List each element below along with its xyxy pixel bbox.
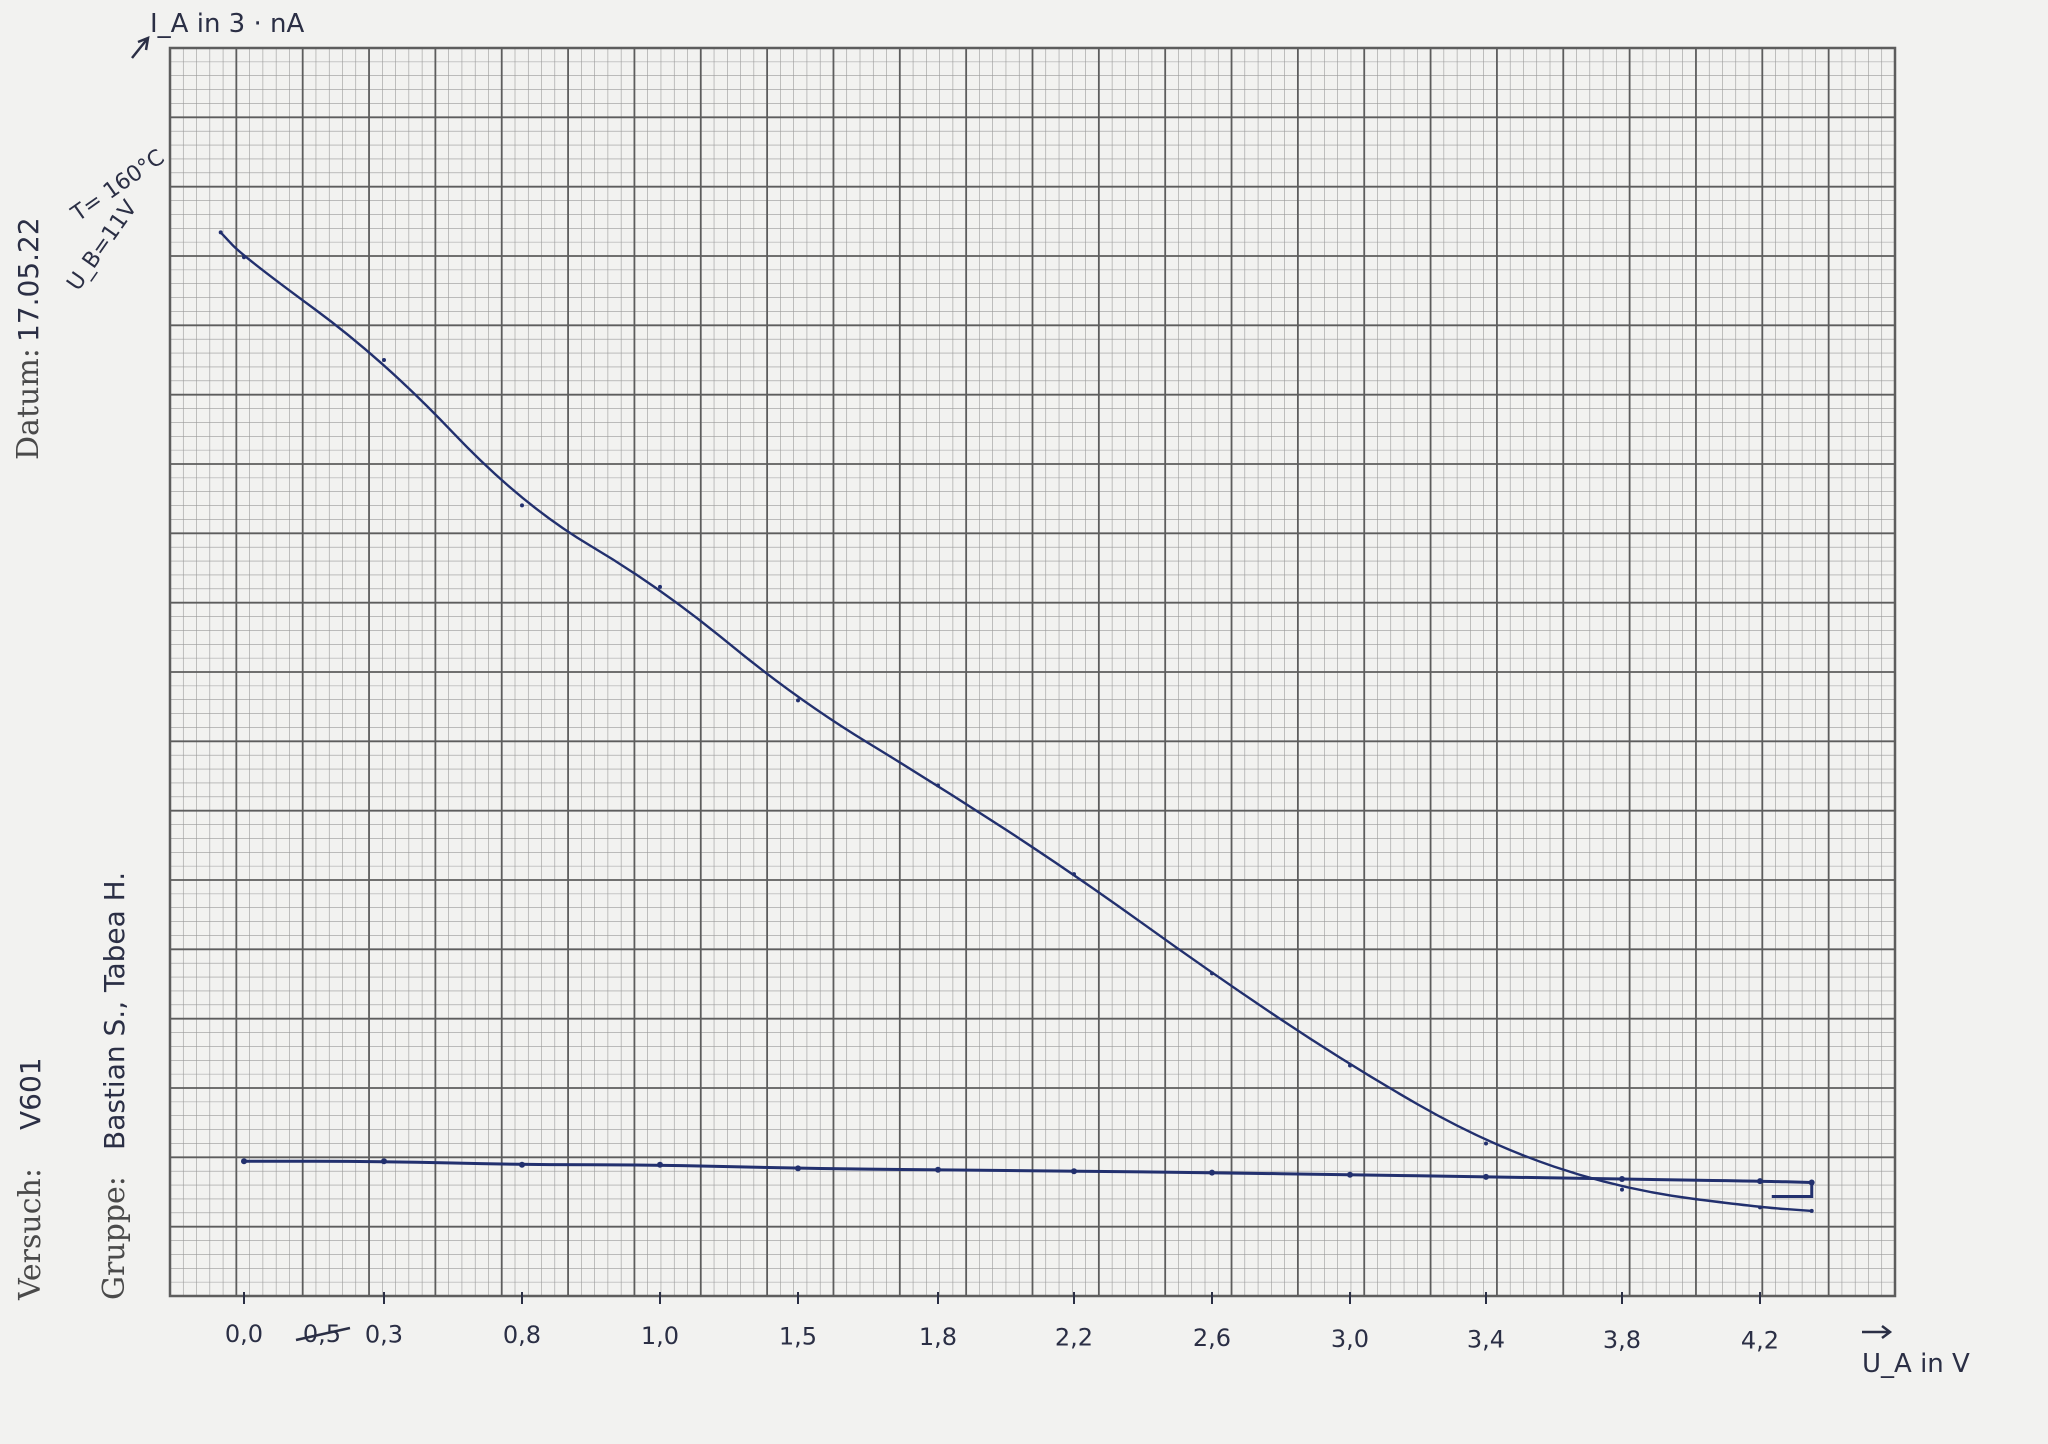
x-tick-label: 1,5 [779, 1322, 817, 1350]
plot-frame [168, 46, 1897, 1298]
data-point [218, 230, 223, 235]
x-tick-label: 0,3 [365, 1321, 403, 1349]
datum-block: Datum: 17.05.22 [11, 217, 46, 460]
data-point [1209, 1169, 1215, 1176]
x-tick-label: 0,8 [503, 1321, 541, 1349]
x-tick-label: 3,8 [1603, 1326, 1641, 1354]
data-point [1758, 1205, 1762, 1210]
data-point [519, 1161, 525, 1168]
x-axis-label: U_A in V [1862, 1349, 1970, 1379]
versuch-label: Versuch: [13, 1168, 48, 1301]
x-axis-arrow [1862, 1325, 1893, 1339]
data-point [1620, 1187, 1624, 1192]
data-point [795, 1165, 801, 1172]
x-tick-label: 1,0 [641, 1322, 679, 1350]
data-point [1072, 872, 1076, 877]
x-tick-label: 4,2 [1741, 1327, 1779, 1355]
data-point [1483, 1173, 1489, 1180]
versuch-value: V601 [14, 1057, 47, 1130]
data-point [381, 1158, 387, 1165]
datum-label: Datum: [11, 348, 46, 460]
data-point [1210, 971, 1214, 976]
data-point [242, 255, 246, 260]
data-point [936, 783, 940, 788]
data-point [1071, 1168, 1077, 1175]
gruppe-block: Gruppe: Bastian S., Tabea H. [97, 872, 132, 1300]
x-tick-label: 0,0 [225, 1320, 263, 1348]
strike-through [295, 1326, 351, 1342]
data-point [1484, 1141, 1488, 1146]
y-axis-arrow [131, 36, 150, 59]
data-point [657, 1161, 663, 1168]
x-tick-label: 1,8 [919, 1323, 957, 1351]
x-tick-labels: 0,0 0,3 0,8 1,0 1,5 1,8 2,2 2,6 3,0 3,4 3,8 4,2 [225, 1292, 1779, 1355]
data-point [658, 584, 662, 589]
x-tick-label: 2,2 [1055, 1324, 1093, 1352]
x-tick-label: 3,4 [1467, 1325, 1505, 1353]
gruppe-label: Gruppe: [97, 1176, 132, 1300]
data-point [520, 503, 524, 508]
data-point [935, 1166, 941, 1173]
series-layer [218, 230, 1815, 1213]
x-tick-label: 2,6 [1193, 1324, 1231, 1352]
struck-tick-label: 0,5 [295, 1320, 351, 1348]
gruppe-value: Bastian S., Tabea H. [98, 872, 131, 1150]
data-point [1757, 1178, 1763, 1185]
data-point [241, 1158, 247, 1165]
data-point [1347, 1171, 1353, 1178]
data-point [796, 698, 800, 703]
series-end-bracket [1771, 1180, 1814, 1199]
data-point [1348, 1063, 1352, 1068]
x-tick-label: 3,0 [1331, 1325, 1369, 1353]
y-axis-label: I_A in 3 · nA [150, 9, 305, 39]
data-point [1809, 1208, 1814, 1213]
series-line-2 [243, 1159, 1812, 1184]
datum-value: 17.05.22 [12, 217, 45, 342]
data-point [1619, 1176, 1625, 1182]
versuch-block: Versuch: V601 [13, 1057, 48, 1301]
data-point [382, 358, 386, 362]
